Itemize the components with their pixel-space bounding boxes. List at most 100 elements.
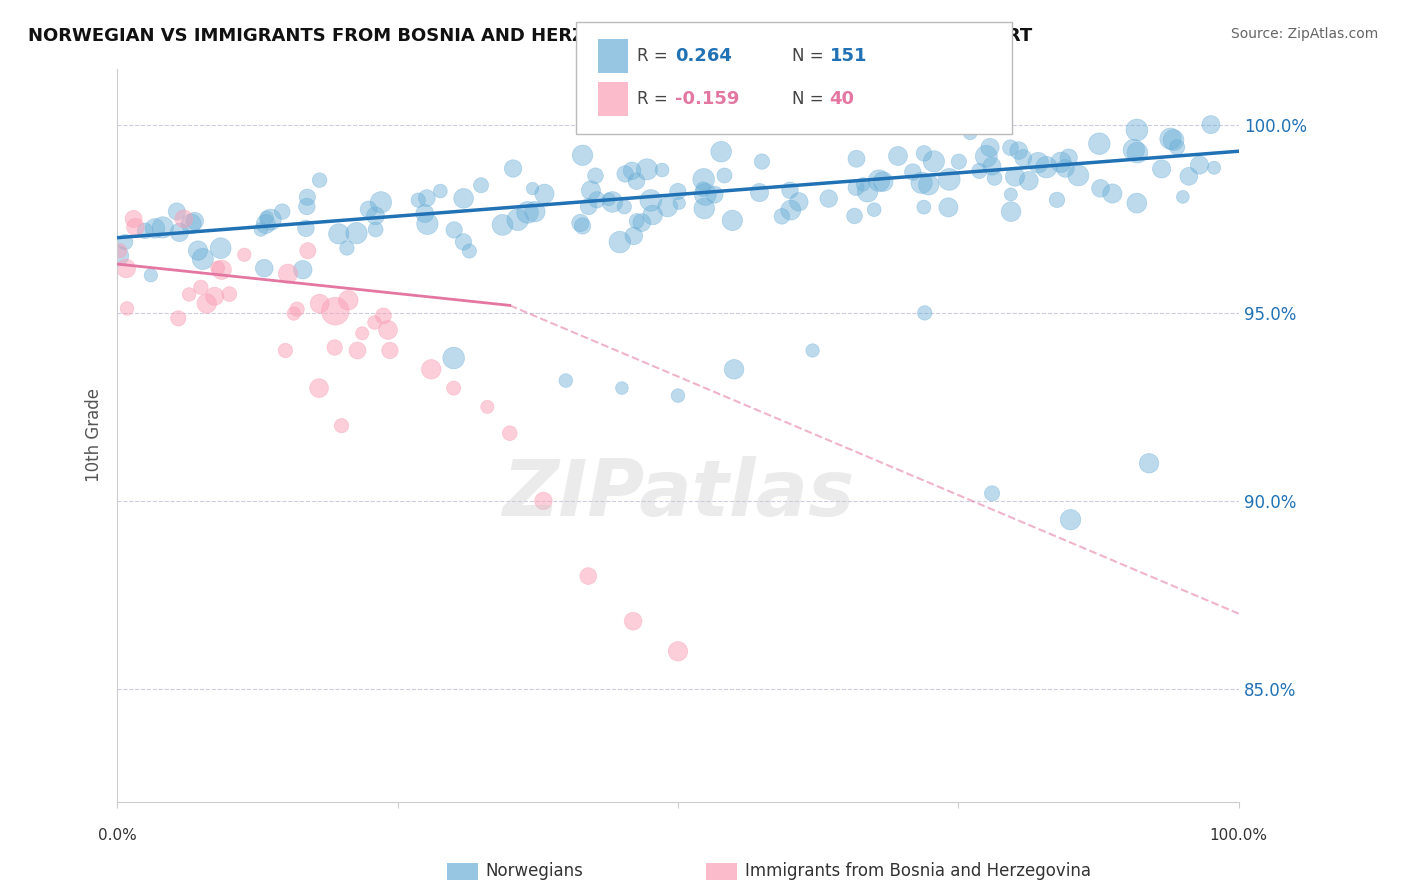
Point (443, 223, 465, 237)
Point (453, 191, 475, 205)
Point (693, 202, 716, 216)
Point (602, 194, 624, 209)
Point (378, 343, 401, 358)
Point (623, 228, 645, 243)
Point (308, 296, 330, 310)
Point (817, 192, 839, 206)
Point (1018, 174, 1040, 188)
Point (586, 193, 609, 207)
Point (1004, 169, 1026, 184)
Text: Immigrants from Bosnia and Herzegovina: Immigrants from Bosnia and Herzegovina (745, 863, 1091, 880)
Point (614, 167, 637, 181)
Point (844, 209, 866, 223)
Point (1046, 193, 1069, 207)
Point (443, 381, 465, 395)
Point (352, 326, 374, 341)
Point (336, 241, 359, 255)
Text: Source: ZipAtlas.com: Source: ZipAtlas.com (1230, 27, 1378, 41)
Point (887, 149, 910, 163)
Point (1057, 151, 1080, 165)
Point (948, 154, 970, 169)
Point (184, 214, 207, 228)
Point (308, 173, 330, 187)
Point (254, 217, 277, 231)
Point (115, 261, 138, 276)
Point (668, 196, 690, 211)
Point (443, 351, 465, 365)
Point (180, 217, 202, 231)
Point (169, 226, 191, 240)
Point (139, 268, 162, 283)
Point (337, 293, 360, 308)
Point (177, 287, 200, 301)
Point (779, 203, 801, 218)
Point (250, 222, 273, 236)
Point (666, 644, 689, 658)
Point (621, 163, 644, 178)
Point (1150, 161, 1173, 176)
Point (748, 186, 770, 200)
Point (983, 170, 1005, 185)
Text: 100.0%: 100.0% (1209, 828, 1268, 843)
Point (283, 307, 305, 321)
Point (166, 204, 188, 219)
Point (613, 200, 636, 214)
Point (323, 304, 346, 318)
Point (429, 184, 451, 198)
Point (373, 309, 395, 323)
Point (1000, 204, 1022, 219)
Text: R =: R = (637, 47, 673, 65)
Point (969, 164, 991, 178)
Point (938, 201, 960, 215)
Text: Norwegians: Norwegians (485, 863, 583, 880)
Point (1188, 158, 1211, 172)
Point (692, 172, 714, 186)
Point (579, 183, 602, 197)
Point (578, 199, 600, 213)
Point (979, 140, 1001, 154)
Y-axis label: 10th Grade: 10th Grade (86, 388, 103, 482)
Point (346, 343, 368, 358)
Point (657, 200, 679, 214)
Point (598, 192, 620, 206)
Point (260, 212, 283, 227)
Point (211, 262, 233, 277)
Point (1026, 155, 1049, 169)
Point (1012, 151, 1035, 165)
Point (610, 381, 633, 395)
Point (522, 181, 544, 195)
Text: 0.0%: 0.0% (98, 828, 136, 843)
Text: 0.264: 0.264 (675, 47, 731, 65)
Point (1126, 196, 1149, 211)
Point (533, 186, 555, 201)
Point (152, 220, 174, 235)
Point (863, 202, 886, 217)
Point (122, 211, 145, 226)
Point (297, 244, 319, 258)
Point (1090, 181, 1112, 195)
Point (274, 343, 297, 358)
Point (458, 244, 481, 258)
Point (710, 145, 733, 159)
Point (516, 205, 538, 219)
Point (626, 214, 648, 228)
Point (852, 178, 875, 192)
Point (981, 159, 1004, 173)
Point (346, 226, 368, 240)
Point (981, 486, 1004, 500)
Point (845, 152, 868, 166)
Point (1054, 161, 1077, 176)
Point (609, 235, 631, 249)
Point (328, 227, 350, 241)
Point (499, 426, 522, 441)
Point (1126, 145, 1149, 160)
Point (1050, 155, 1073, 169)
Point (1088, 136, 1111, 151)
Point (277, 267, 299, 281)
Point (297, 190, 319, 204)
Point (554, 374, 576, 388)
Point (115, 301, 138, 316)
Point (523, 204, 546, 219)
Point (330, 418, 353, 433)
Point (621, 614, 644, 628)
